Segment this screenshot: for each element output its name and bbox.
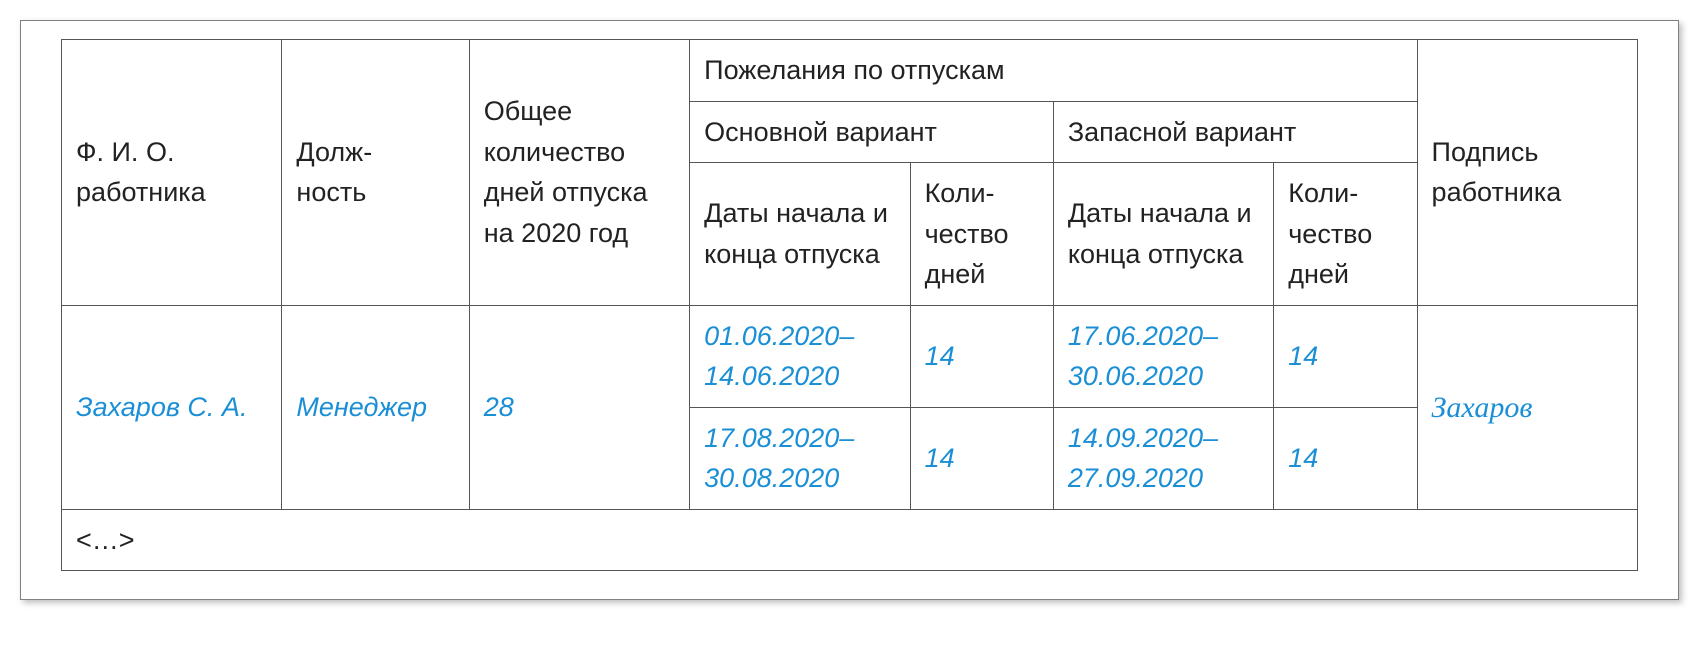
- header-position: Долж-ность: [282, 40, 469, 306]
- cell-position: Менеджер: [282, 305, 469, 509]
- document-frame: Ф. И. О.работника Долж-ность Общее колич…: [20, 20, 1679, 600]
- cell-main-days: 14: [910, 305, 1053, 407]
- cell-reserve-days: 14: [1274, 407, 1417, 509]
- cell-name: Захаров С. А.: [62, 305, 282, 509]
- ellipsis-cell: <…>: [62, 509, 1638, 571]
- header-reserve-dates: Даты начала и конца отпуска: [1053, 163, 1273, 306]
- header-main-dates: Даты начала и конца отпуска: [690, 163, 910, 306]
- ellipsis-row: <…>: [62, 509, 1638, 571]
- header-name: Ф. И. О.работника: [62, 40, 282, 306]
- header-wishes-group: Пожелания по отпускам: [690, 40, 1417, 102]
- header-total-days: Общее количество дней отпуска на 2020 го…: [469, 40, 689, 306]
- cell-signature: Захаров: [1417, 305, 1637, 509]
- cell-main-days: 14: [910, 407, 1053, 509]
- cell-main-dates: 01.06.2020–14.06.2020: [690, 305, 910, 407]
- table-row: Захаров С. А. Менеджер 28 01.06.2020–14.…: [62, 305, 1638, 407]
- header-reserve-days: Коли-чество дней: [1274, 163, 1417, 306]
- header-main-days: Коли-чество дней: [910, 163, 1053, 306]
- cell-main-dates: 17.08.2020–30.08.2020: [690, 407, 910, 509]
- header-reserve-variant: Запасной вариант: [1053, 101, 1417, 163]
- cell-reserve-dates: 14.09.2020–27.09.2020: [1053, 407, 1273, 509]
- header-signature: Подпись работника: [1417, 40, 1637, 306]
- cell-reserve-dates: 17.06.2020–30.06.2020: [1053, 305, 1273, 407]
- vacation-request-table: Ф. И. О.работника Долж-ность Общее колич…: [61, 39, 1638, 571]
- header-main-variant: Основной вариант: [690, 101, 1054, 163]
- cell-total-days: 28: [469, 305, 689, 509]
- cell-reserve-days: 14: [1274, 305, 1417, 407]
